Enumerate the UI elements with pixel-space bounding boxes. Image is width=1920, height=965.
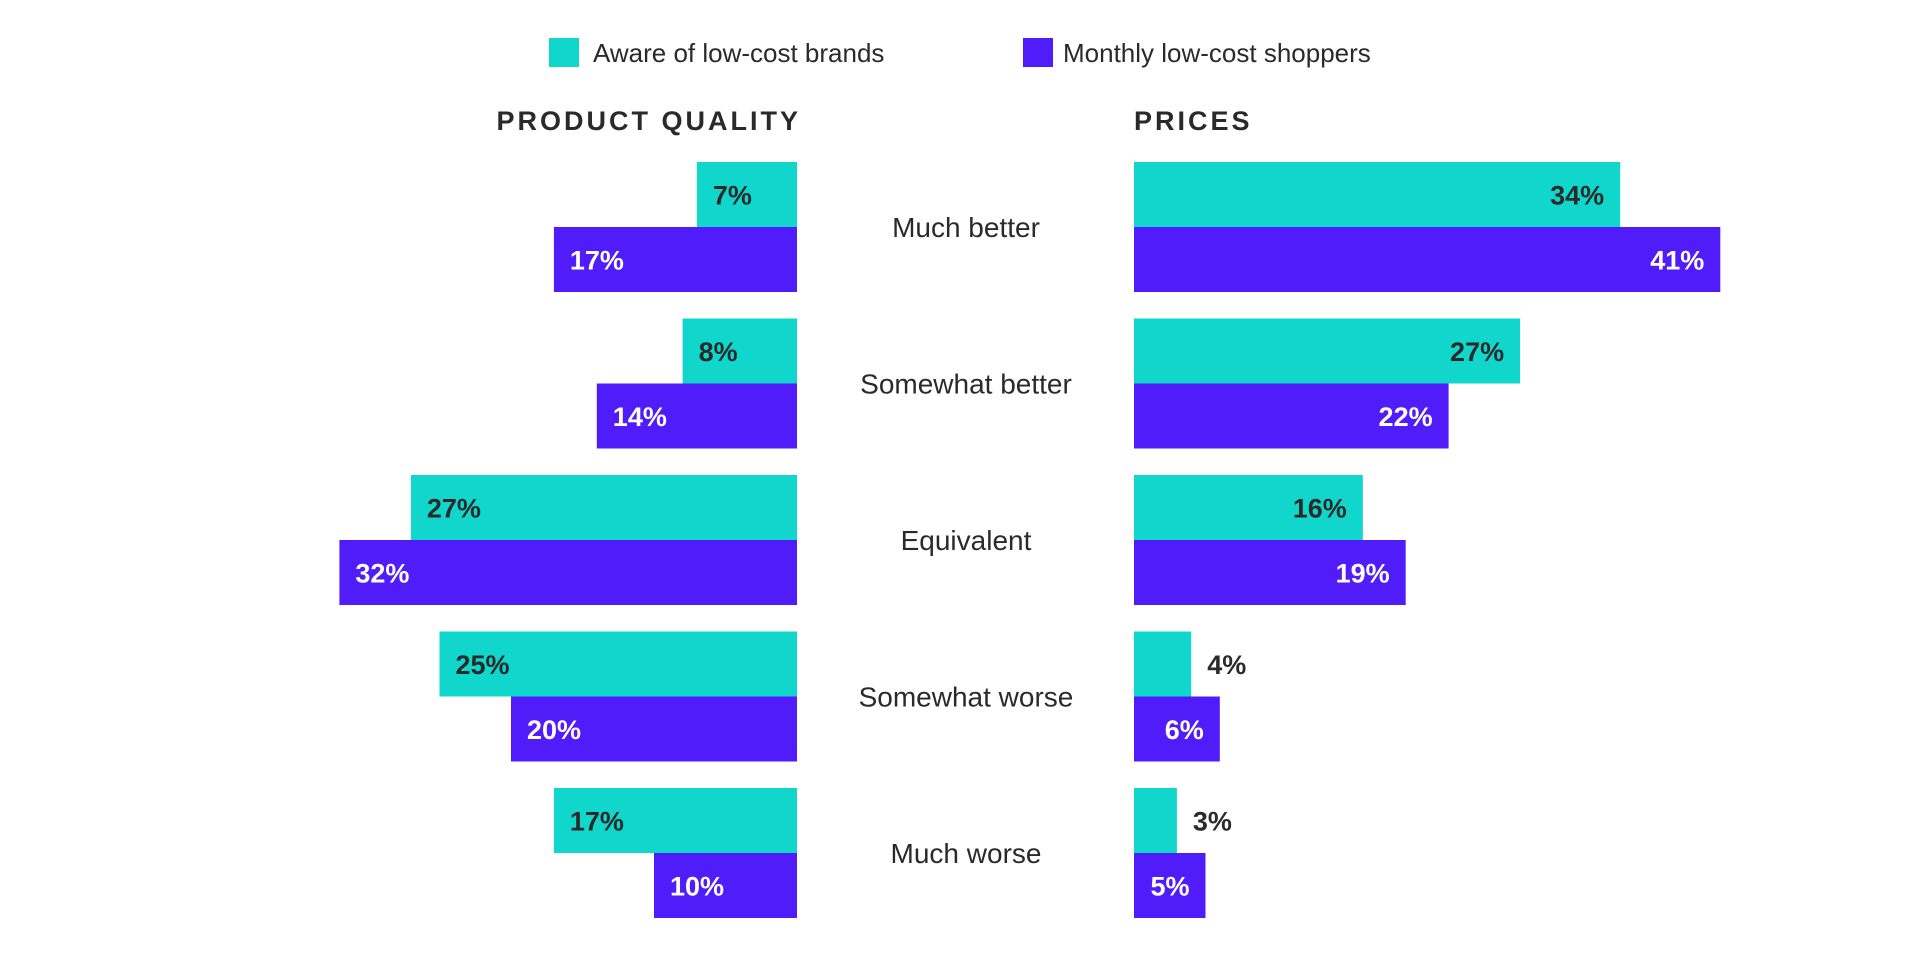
value-label-product-quality-monthly-somewhat-better: 14% (613, 402, 667, 432)
bar-prices-monthly-equivalent (1134, 540, 1406, 605)
value-label-product-quality-aware-much-worse: 17% (570, 807, 624, 837)
bars-layer: 7% 8% 27% 25% 17% 17% 14% 32% 20% 10% 34% 27% 16% 4% 3… (339, 162, 1721, 918)
legend-swatch-monthly (1023, 38, 1053, 67)
value-label-product-quality-aware-equivalent: 27% (427, 494, 481, 524)
value-label-prices-aware-somewhat-better: 27% (1450, 337, 1504, 367)
category-label-somewhat-worse: Somewhat worse (859, 682, 1074, 713)
category-labels: Much better Somewhat better Equivalent Some… (859, 212, 1074, 869)
value-label-prices-monthly-somewhat-worse: 6% (1165, 715, 1204, 745)
bar-prices-aware-much-better (1134, 162, 1621, 227)
bar-product-quality-aware-somewhat-better (682, 318, 797, 384)
value-label-prices-aware-equivalent: 16% (1293, 494, 1347, 524)
panel-title-prices: PRICES (1134, 106, 1253, 136)
bar-product-quality-monthly-equivalent (339, 540, 797, 605)
bar-product-quality-monthly-somewhat-worse (511, 696, 797, 762)
bar-product-quality-aware-somewhat-worse (439, 631, 797, 697)
bar-prices-aware-equivalent (1134, 475, 1363, 540)
bar-prices-aware-somewhat-better (1134, 318, 1521, 384)
bar-prices-aware-much-worse (1134, 788, 1177, 853)
value-label-prices-monthly-much-better: 41% (1650, 246, 1704, 276)
value-label-product-quality-aware-somewhat-worse: 25% (456, 650, 510, 680)
bar-product-quality-monthly-somewhat-better (596, 383, 797, 449)
legend-label-aware: Aware of low-cost brands (593, 38, 884, 68)
value-label-prices-aware-much-worse: 3% (1193, 807, 1232, 837)
value-label-product-quality-aware-somewhat-better: 8% (699, 337, 738, 367)
value-label-product-quality-monthly-somewhat-worse: 20% (527, 715, 581, 745)
bar-prices-monthly-somewhat-worse (1134, 696, 1220, 762)
bar-prices-monthly-somewhat-better (1134, 383, 1449, 449)
bar-product-quality-aware-much-better (696, 162, 797, 227)
category-label-much-better: Much better (892, 212, 1040, 243)
value-label-prices-aware-much-better: 34% (1550, 181, 1604, 211)
bar-product-quality-monthly-much-worse (654, 853, 797, 918)
panel-title-product-quality: PRODUCT QUALITY (497, 106, 802, 136)
legend-swatch-aware (549, 38, 579, 67)
value-label-prices-monthly-somewhat-better: 22% (1379, 402, 1433, 432)
value-label-product-quality-monthly-much-better: 17% (570, 246, 624, 276)
category-label-somewhat-better: Somewhat better (860, 369, 1072, 400)
value-label-product-quality-aware-much-better: 7% (713, 181, 752, 211)
value-label-product-quality-monthly-much-worse: 10% (670, 872, 724, 902)
value-label-prices-monthly-equivalent: 19% (1336, 559, 1390, 589)
category-label-equivalent: Equivalent (901, 525, 1032, 556)
bar-prices-monthly-much-worse (1134, 853, 1206, 918)
bar-product-quality-monthly-much-better (553, 227, 797, 292)
bar-prices-aware-somewhat-worse (1134, 631, 1192, 697)
bar-product-quality-aware-much-worse (553, 788, 797, 853)
bar-prices-monthly-much-better (1134, 227, 1721, 292)
legend-label-monthly: Monthly low-cost shoppers (1063, 38, 1371, 68)
value-label-prices-monthly-much-worse: 5% (1150, 872, 1189, 902)
category-label-much-worse: Much worse (891, 838, 1042, 869)
legend: Aware of low-cost brands Monthly low-cos… (549, 38, 1371, 68)
value-label-prices-aware-somewhat-worse: 4% (1207, 650, 1246, 680)
value-label-product-quality-monthly-equivalent: 32% (355, 559, 409, 589)
bar-product-quality-aware-equivalent (410, 475, 797, 540)
